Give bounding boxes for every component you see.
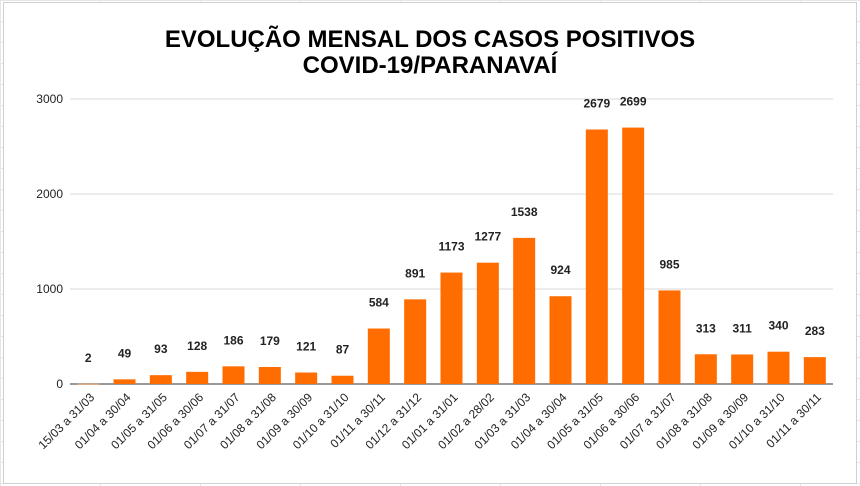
- bar: [731, 354, 754, 384]
- bar: [658, 290, 681, 384]
- chart-title-line-2: COVID-19/PARANAVAÍ: [302, 52, 558, 79]
- data-label: 1538: [511, 205, 538, 219]
- data-label: 121: [296, 340, 316, 354]
- bars: [77, 127, 826, 385]
- data-label: 1173: [438, 240, 464, 254]
- data-label: 313: [696, 321, 716, 335]
- data-label: 340: [768, 319, 788, 333]
- data-label: 2: [85, 351, 92, 365]
- bar: [331, 375, 354, 384]
- data-label: 891: [405, 266, 425, 280]
- bar: [440, 272, 463, 384]
- bar: [767, 351, 790, 384]
- bar: [149, 375, 172, 384]
- data-label: 924: [550, 263, 570, 277]
- bar: [404, 299, 427, 384]
- bar: [258, 366, 281, 384]
- data-label: 87: [336, 343, 350, 357]
- bar: [476, 262, 499, 384]
- bar: [186, 371, 209, 384]
- data-label: 49: [118, 346, 132, 360]
- bar: [295, 372, 318, 384]
- bar: [367, 328, 390, 384]
- data-label: 186: [223, 333, 243, 347]
- y-tick-label: 2000: [36, 187, 63, 201]
- bar: [585, 129, 608, 384]
- data-label: 2679: [583, 96, 610, 110]
- data-labels: 2 49 93 128 186 179 121 87 584 891 1173 1277 1538 924…: [85, 95, 825, 365]
- data-label: 1277: [474, 230, 501, 244]
- chart-container: [3, 2, 857, 484]
- data-label: 128: [187, 339, 207, 353]
- y-tick-label: 0: [56, 377, 63, 391]
- bar: [77, 383, 100, 385]
- y-tick-label: 1000: [36, 282, 63, 296]
- bar: [113, 379, 136, 384]
- data-label: 93: [154, 342, 168, 356]
- bar: [549, 296, 572, 384]
- chart-title: EVOLUÇÃO MENSAL DOS CASOS POSITIVOS COVI…: [0, 27, 860, 79]
- data-label: 179: [260, 334, 280, 348]
- data-label: 283: [805, 324, 825, 338]
- data-label: 311: [732, 321, 752, 335]
- bar: [803, 357, 826, 384]
- bar: [513, 237, 536, 384]
- y-tick-label: 3000: [36, 92, 63, 106]
- data-label: 2699: [620, 95, 647, 109]
- bar: [694, 354, 717, 384]
- chart-title-line-1: EVOLUÇÃO MENSAL DOS CASOS POSITIVOS: [164, 26, 696, 53]
- data-label: 985: [659, 257, 679, 271]
- bar: [622, 127, 645, 384]
- bar: [222, 366, 245, 384]
- y-axis-ticks: 0 1000 2000 3000: [36, 92, 63, 391]
- data-label: 584: [369, 296, 389, 310]
